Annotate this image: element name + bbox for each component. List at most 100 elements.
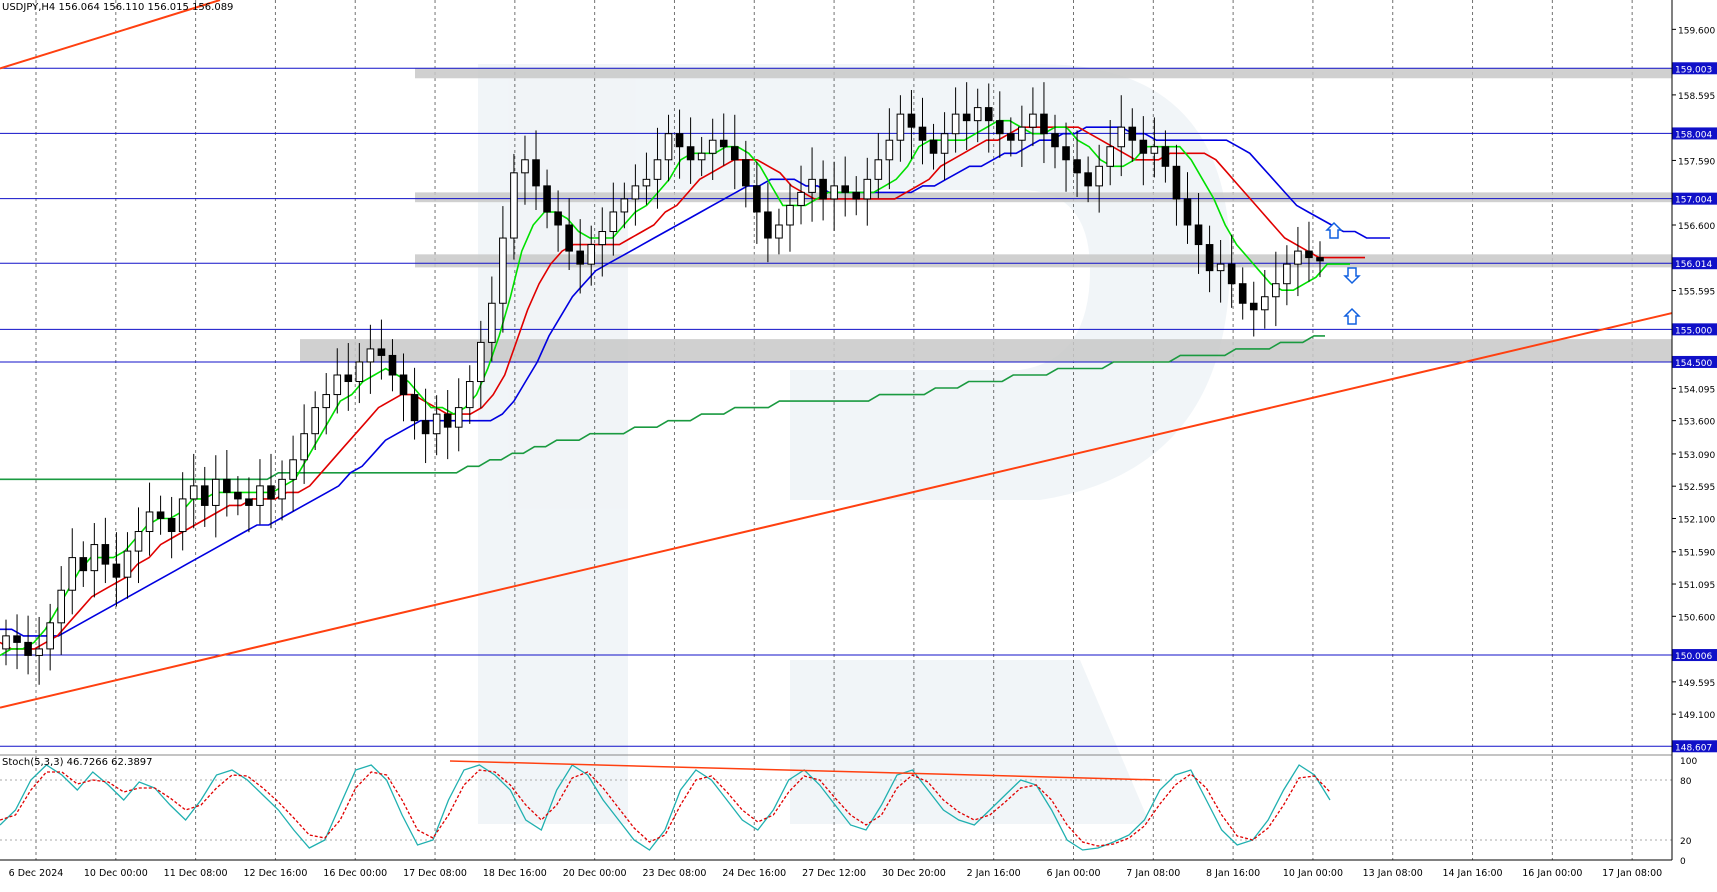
level-label: 154.500 [1675, 359, 1712, 369]
x-tick-label: 6 Jan 00:00 [1046, 868, 1100, 879]
candle-body [1238, 283, 1247, 304]
candle-body [499, 237, 507, 304]
candle-body [642, 178, 651, 187]
candle-body [775, 224, 783, 239]
moving-averages [0, 119, 1390, 657]
candle-body [686, 146, 695, 161]
candle-body [256, 485, 264, 506]
uptrend-line [0, 312, 1673, 709]
candle-body [753, 185, 761, 213]
candle-body [543, 185, 551, 213]
ma-blue-line [0, 126, 1390, 637]
stoch-tick-label: 80 [1680, 777, 1692, 787]
candle-body [1117, 126, 1126, 148]
candle-body [554, 211, 562, 226]
candle-body [223, 478, 231, 493]
y-tick-label: 158.595 [1678, 92, 1715, 102]
candle-body [1216, 263, 1225, 272]
level-label: 155.000 [1675, 326, 1712, 336]
candle-body [830, 185, 838, 200]
y-tick-label: 151.095 [1678, 581, 1715, 591]
candle-body [885, 139, 894, 161]
candle-body [1106, 146, 1115, 167]
y-tick-label: 159.600 [1678, 26, 1715, 36]
candle-body [973, 107, 982, 122]
x-tick-label: 8 Jan 16:00 [1206, 868, 1260, 879]
ma-long-line [0, 335, 1325, 481]
candle-body [598, 231, 607, 246]
y-tick-label: 152.100 [1678, 515, 1715, 525]
level-label-bg [1672, 355, 1717, 368]
candle-body [951, 113, 960, 135]
stoch-divergence-line [449, 760, 1161, 781]
candle-body [112, 563, 121, 578]
x-tick-label: 14 Jan 16:00 [1442, 868, 1502, 879]
candle-body [664, 133, 673, 161]
x-tick-label: 24 Dec 16:00 [722, 868, 786, 879]
stochastic-panel [0, 754, 1672, 851]
candle-body [278, 478, 286, 500]
chart-symbol-info: USDJPY,H4 156.064 156.110 156.015 156.08… [2, 2, 233, 13]
x-tick-label: 18 Dec 16:00 [483, 868, 547, 879]
candle-body [101, 544, 110, 565]
candle-body [1029, 113, 1037, 128]
level-label-bg [1672, 62, 1717, 75]
y-tick-label: 155.595 [1678, 288, 1715, 298]
candle-body [719, 139, 728, 148]
stoch-indicator-label: Stoch(5,3,3) 46.7266 62.3897 [2, 757, 153, 768]
candle-body [300, 433, 308, 461]
x-tick-label: 16 Jan 00:00 [1522, 868, 1582, 879]
candle-body [730, 146, 739, 161]
sr-zone [415, 192, 1672, 203]
candle-body [962, 113, 971, 122]
candle-body [620, 198, 629, 213]
candle-body [940, 133, 949, 154]
level-label: 158.004 [1675, 130, 1712, 140]
candle-body [90, 544, 99, 572]
level-label-bg [1672, 127, 1717, 140]
candle-body [984, 107, 993, 122]
candle-body [24, 641, 32, 656]
y-tick-label: 150.600 [1678, 613, 1715, 623]
trendlines [0, 0, 1673, 709]
candle-body [1062, 146, 1070, 161]
candle-body [377, 348, 386, 356]
candle-body [245, 498, 253, 506]
candle-body [1128, 126, 1137, 141]
candle-body [653, 159, 662, 180]
support-resistance-zones [300, 68, 1672, 362]
candle-body [1272, 283, 1280, 298]
candle-body [1161, 146, 1170, 167]
ma-red-line [0, 126, 1365, 650]
stoch-main-line [0, 764, 1331, 851]
stoch-tick-label: 100 [1680, 757, 1697, 767]
level-label: 150.006 [1675, 652, 1712, 662]
candle-body [211, 478, 220, 506]
candle-body [410, 394, 419, 422]
candle-body [819, 178, 827, 200]
candle-body [289, 459, 297, 480]
x-tick-label: 2 Jan 16:00 [967, 868, 1021, 879]
candle-body [874, 159, 883, 180]
stoch-tick-label: 0 [1680, 857, 1686, 867]
candle-body [234, 491, 242, 500]
candle-body [1051, 133, 1059, 148]
candle-body [631, 185, 640, 200]
candle-body [697, 152, 706, 161]
candle-body [565, 224, 573, 252]
candle-body [465, 381, 474, 409]
stoch-signal-line [0, 769, 1331, 847]
level-label-bg [1672, 323, 1717, 336]
y-tick-label: 149.100 [1678, 711, 1715, 721]
candle-body [123, 550, 132, 578]
candle-body [1205, 244, 1214, 272]
candle-body [587, 244, 596, 265]
candle-body [929, 139, 938, 154]
candle-body [1073, 159, 1081, 174]
y-tick-label: 156.600 [1678, 222, 1715, 232]
candle-body [366, 348, 375, 363]
candle-body [797, 191, 805, 206]
candle-body [1227, 263, 1236, 285]
candle-body [79, 557, 88, 572]
